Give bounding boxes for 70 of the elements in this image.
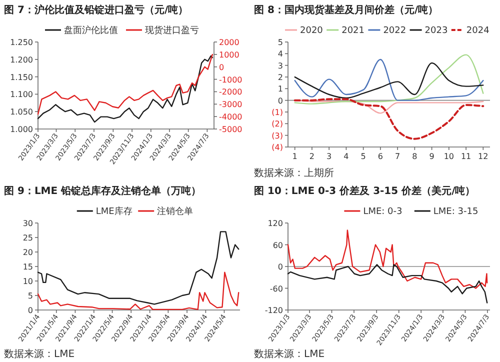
y-tick-label: 2 xyxy=(278,73,283,82)
y2-tick-label: 0 xyxy=(219,62,224,72)
y-tick-label: 60 xyxy=(272,240,283,250)
y-tick-label: 1.100 xyxy=(10,90,33,100)
y-tick-label: 1.150 xyxy=(10,72,33,82)
y-tick-label: 0 xyxy=(278,96,283,106)
y-tick-label: 30 xyxy=(22,219,33,228)
y-tick-label: 3 xyxy=(278,61,283,70)
legend-label: 2024 xyxy=(466,26,490,36)
chart-title: 图 10：LME 0-3 价差及 3-15 价差（美元/吨） xyxy=(254,185,476,197)
y-tick-label: 120 xyxy=(268,219,283,228)
y-tick-label: 15 xyxy=(22,262,33,272)
legend-label: LME: 3-15 xyxy=(433,207,478,217)
source-note: 数据来源：LME xyxy=(4,348,75,360)
line-series xyxy=(294,98,484,140)
x-tick-label: 11 xyxy=(460,152,472,161)
y2-tick-label: 2000 xyxy=(219,38,240,47)
line-series xyxy=(287,264,488,304)
x-tick-label: 10 xyxy=(444,152,454,161)
y-tick-label: 20 xyxy=(22,248,33,257)
legend-label: LME库存 xyxy=(96,206,132,217)
y-tick-label: 4 xyxy=(278,50,283,59)
y-tick-label: 1.250 xyxy=(10,38,33,47)
line-series xyxy=(37,231,240,305)
source-note: 数据来源：LME xyxy=(254,348,325,360)
y-tick-label: 1.000 xyxy=(10,125,33,134)
chart-title: 图 8：国内现货基差及月间价差（元/吨） xyxy=(254,4,438,16)
y2-tick-label: -1000 xyxy=(219,75,242,84)
y-tick-label: -120 xyxy=(264,306,283,315)
y2-tick-label: -3000 xyxy=(219,100,242,110)
y-tick-label: (4) xyxy=(272,143,283,152)
y-tick-label: 10 xyxy=(22,277,33,286)
x-tick-label: 1 xyxy=(292,152,298,161)
y-tick-label: (2) xyxy=(272,120,283,129)
x-tick-label: 5 xyxy=(360,152,366,161)
legend-label: LME: 0-3 xyxy=(363,207,402,217)
y-tick-label: 0 xyxy=(28,306,33,315)
legend-label: 现货进口盈亏 xyxy=(145,25,199,36)
y-tick-label: -60 xyxy=(270,284,283,294)
legend-label: 2022 xyxy=(383,26,406,36)
x-tick-label: 9 xyxy=(429,152,434,161)
chart-title: 图 9：LME 铅锭总库存及注销仓单（万吨） xyxy=(4,185,202,197)
y-tick-label: 1.200 xyxy=(10,55,33,64)
legend-label: 2023 xyxy=(424,26,448,36)
y-tick-label: 1 xyxy=(278,84,283,94)
y2-tick-label: -5000 xyxy=(219,125,242,134)
x-tick-label: 6 xyxy=(378,152,383,161)
y-tick-label: 5 xyxy=(278,38,283,47)
y-tick-label: 0 xyxy=(278,262,283,272)
source-note: 数据来源：上期所 xyxy=(254,167,334,179)
x-tick-label: 3 xyxy=(326,152,332,161)
x-tick-label: 7 xyxy=(395,152,400,161)
legend-label: 盘面沪伦比值 xyxy=(64,25,118,36)
y-tick-label: 5 xyxy=(28,292,33,300)
line-series xyxy=(287,230,488,289)
y2-tick-label: -2000 xyxy=(219,88,242,97)
legend-label: 注销仓单 xyxy=(157,206,194,217)
chart-title: 图 7：沪伦比值及铅锭进口盈亏（元/吨） xyxy=(4,4,188,16)
y-tick-label: (1) xyxy=(272,108,283,117)
y-tick-label: 1.050 xyxy=(10,108,33,117)
x-tick-label: 4 xyxy=(344,152,349,161)
x-tick-label: 8 xyxy=(412,152,418,161)
y-tick-label: (3) xyxy=(272,131,283,140)
x-tick-label: 2 xyxy=(309,152,315,161)
y2-tick-label: 1000 xyxy=(219,50,240,60)
y-tick-label: 25 xyxy=(22,234,33,242)
legend-label: 2020 xyxy=(300,26,324,36)
x-tick-label: 12 xyxy=(478,152,488,161)
legend-label: 2021 xyxy=(342,26,365,36)
y2-tick-label: -4000 xyxy=(219,112,242,122)
